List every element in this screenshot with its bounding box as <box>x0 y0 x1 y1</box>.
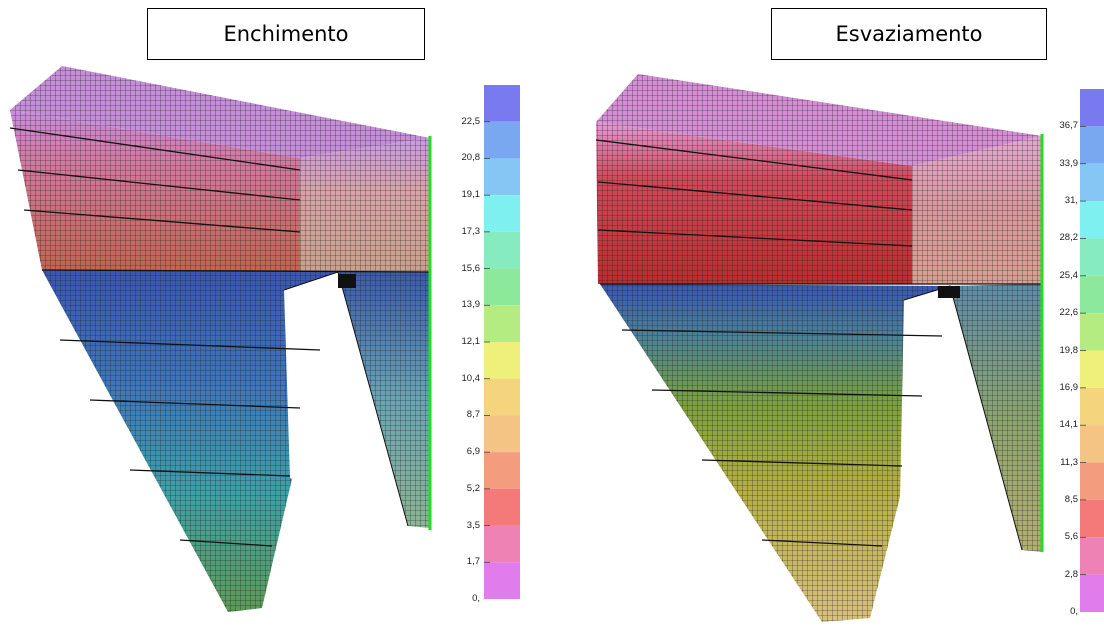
color-scale-legend <box>1080 89 1104 612</box>
scale-swatch <box>484 305 520 342</box>
scale-tick-label: 14,1 <box>1059 419 1079 431</box>
scale-swatch <box>1080 350 1104 388</box>
scale-swatch <box>484 158 520 196</box>
scale-tick-label: 31, <box>1064 195 1078 207</box>
panel-esvaziamento: Esvaziamento 36,7 33,9 31, 28,2 25,4 22,6 19,8… <box>552 0 1104 629</box>
scale-tick-label: 8,7 <box>466 409 480 421</box>
scale-tick-label: 28,2 <box>1059 232 1079 244</box>
scale-tick-label: 16,9 <box>1059 381 1079 393</box>
scale-swatch <box>484 525 520 563</box>
scale-tick-label: 10,4 <box>461 372 481 384</box>
scale-swatch <box>484 121 520 159</box>
scale-swatch <box>1080 313 1104 351</box>
scale-tick-label: 20,8 <box>461 152 481 164</box>
scale-swatch <box>1080 574 1104 612</box>
scale-tick-label: 25,4 <box>1059 269 1079 281</box>
color-scale-legend <box>484 85 520 599</box>
scale-swatch <box>1080 163 1104 202</box>
scale-tick-label: 8,5 <box>1064 493 1078 505</box>
scale-tick-label: 6,9 <box>466 446 480 458</box>
scale-tick-label: 17,3 <box>461 225 481 237</box>
scale-tick-label: 22,6 <box>1059 307 1079 319</box>
fem-mesh-model <box>9 66 432 612</box>
scale-tick-label: 36,7 <box>1059 120 1079 132</box>
panel-enchimento: Enchimento 22,5 20,8 19,1 17,3 15,6 13,9 12,1 1… <box>9 8 520 612</box>
scale-tick-label: 19,1 <box>461 189 481 201</box>
title-box: Esvaziamento <box>771 8 1047 60</box>
scale-swatch <box>484 378 520 416</box>
scale-swatch <box>1080 275 1104 314</box>
scale-swatch <box>1080 462 1104 500</box>
scale-swatch <box>484 231 520 269</box>
scale-swatch <box>1080 499 1104 538</box>
mesh-band-lines <box>595 139 1042 547</box>
scale-swatch <box>484 452 520 489</box>
scale-tick-label: 2,8 <box>1064 568 1078 580</box>
scale-swatch <box>484 342 520 379</box>
scale-swatch <box>484 488 520 526</box>
scale-tick-label: 1,7 <box>466 556 480 568</box>
scale-tick-label: 3,5 <box>466 519 480 531</box>
scale-tick-label: 5,2 <box>466 482 480 494</box>
scale-tick-label: 22,5 <box>461 115 481 127</box>
scale-swatch <box>484 85 520 122</box>
scale-tick-label: 11,3 <box>1060 456 1078 468</box>
scale-swatch <box>1080 387 1104 426</box>
scale-tick-label: 12,1 <box>461 336 481 347</box>
scale-swatch <box>1080 126 1104 164</box>
scale-swatch <box>1080 89 1104 127</box>
scale-swatch <box>1080 238 1104 276</box>
scale-tick-label: 13,9 <box>461 299 481 311</box>
scale-swatch <box>1080 537 1104 575</box>
scale-swatch <box>484 195 520 232</box>
scale-swatch <box>484 415 520 453</box>
scale-swatch <box>484 268 520 306</box>
scale-tick-label: 33,9 <box>1059 157 1079 169</box>
scale-tick-label: 19,8 <box>1059 344 1079 356</box>
scale-swatch <box>1080 425 1104 463</box>
scale-swatch <box>1080 201 1104 239</box>
mesh-band-lines <box>9 127 431 547</box>
panel-title: Esvaziamento <box>835 22 983 46</box>
scale-tick-label: 0, <box>1070 606 1078 617</box>
panel-title: Enchimento <box>223 22 349 46</box>
scale-tick-label: 5,6 <box>1064 531 1078 543</box>
title-box: Enchimento <box>147 8 425 60</box>
scale-tick-label: 15,6 <box>461 262 481 274</box>
fem-mesh-model <box>595 74 1044 622</box>
scale-swatch <box>484 562 520 599</box>
scale-tick-label: 0, <box>472 593 480 604</box>
